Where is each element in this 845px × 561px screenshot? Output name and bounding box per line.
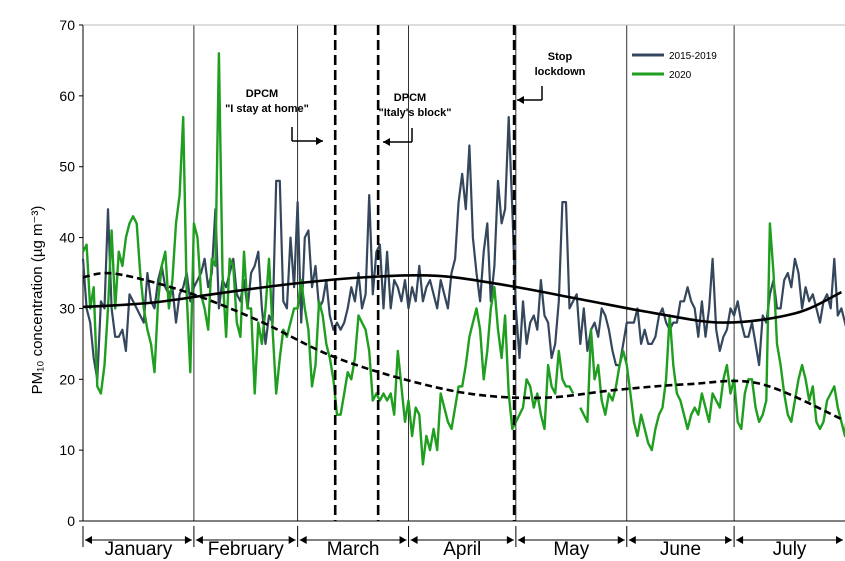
legend: 2015-2019 2020 — [632, 51, 717, 81]
month-arrowhead-right — [399, 536, 407, 544]
y-tick-label: 70 — [59, 17, 75, 33]
annotation-arrowhead — [316, 137, 323, 145]
y-tick-label: 30 — [59, 300, 75, 316]
annotation-arrowhead — [383, 138, 390, 146]
month-arrowhead-right — [288, 536, 296, 544]
annotation-line2: "Italy's block" — [379, 107, 452, 119]
month-label: January — [105, 539, 173, 560]
month-label: July — [773, 539, 807, 560]
series-2020 — [81, 52, 845, 466]
annotation-line1: DPCM — [394, 92, 426, 104]
month-gridlines — [193, 25, 735, 521]
month-arrowhead-left — [85, 536, 92, 544]
event-markers: DPCM "I stay at home" DPCM "Italy's block" S… — [225, 25, 586, 521]
month-arrowhead-left — [410, 536, 418, 544]
month-arrowhead-left — [736, 536, 744, 544]
y-tick-label: 0 — [67, 513, 75, 529]
y-axis-label: PM₁₀ concentration (µg m⁻³) — [29, 206, 46, 395]
month-arrowhead-left — [299, 536, 307, 544]
month-arrowhead-right — [617, 536, 625, 544]
annotation-line1: Stop — [548, 51, 573, 63]
month-arrowhead-left — [517, 536, 525, 544]
legend-label: 2015-2019 — [669, 51, 717, 62]
month-arrowhead-left — [628, 536, 636, 544]
month-label: February — [208, 539, 285, 560]
y-tick-label: 20 — [59, 371, 75, 387]
trend-2015-2019-solid — [82, 273, 842, 324]
month-label: June — [660, 539, 701, 560]
annotation-line1: DPCM — [246, 88, 278, 100]
month-arrowhead-right — [725, 536, 733, 544]
annotation-line2: lockdown — [535, 66, 586, 78]
month-label: March — [327, 539, 380, 560]
axes: 0 10 20 30 40 50 60 70 January February March April… — [59, 17, 845, 560]
y-tick-label: 10 — [59, 442, 75, 458]
month-arrowhead-right — [836, 536, 843, 544]
month-label: May — [553, 539, 589, 560]
annotation-line2: "I stay at home" — [225, 103, 309, 115]
month-arrowhead-left — [195, 536, 203, 544]
y-tick-label: 60 — [59, 88, 75, 104]
series-lines — [81, 52, 845, 466]
month-arrowhead-right — [506, 536, 514, 544]
legend-label: 2020 — [669, 70, 692, 81]
y-tick-label: 40 — [59, 230, 75, 246]
y-tick-label: 50 — [59, 159, 75, 175]
month-label: April — [443, 539, 481, 560]
annotation-arrowhead — [517, 96, 524, 104]
trend-2020-dashed — [82, 271, 842, 421]
month-arrowhead-right — [184, 536, 192, 544]
